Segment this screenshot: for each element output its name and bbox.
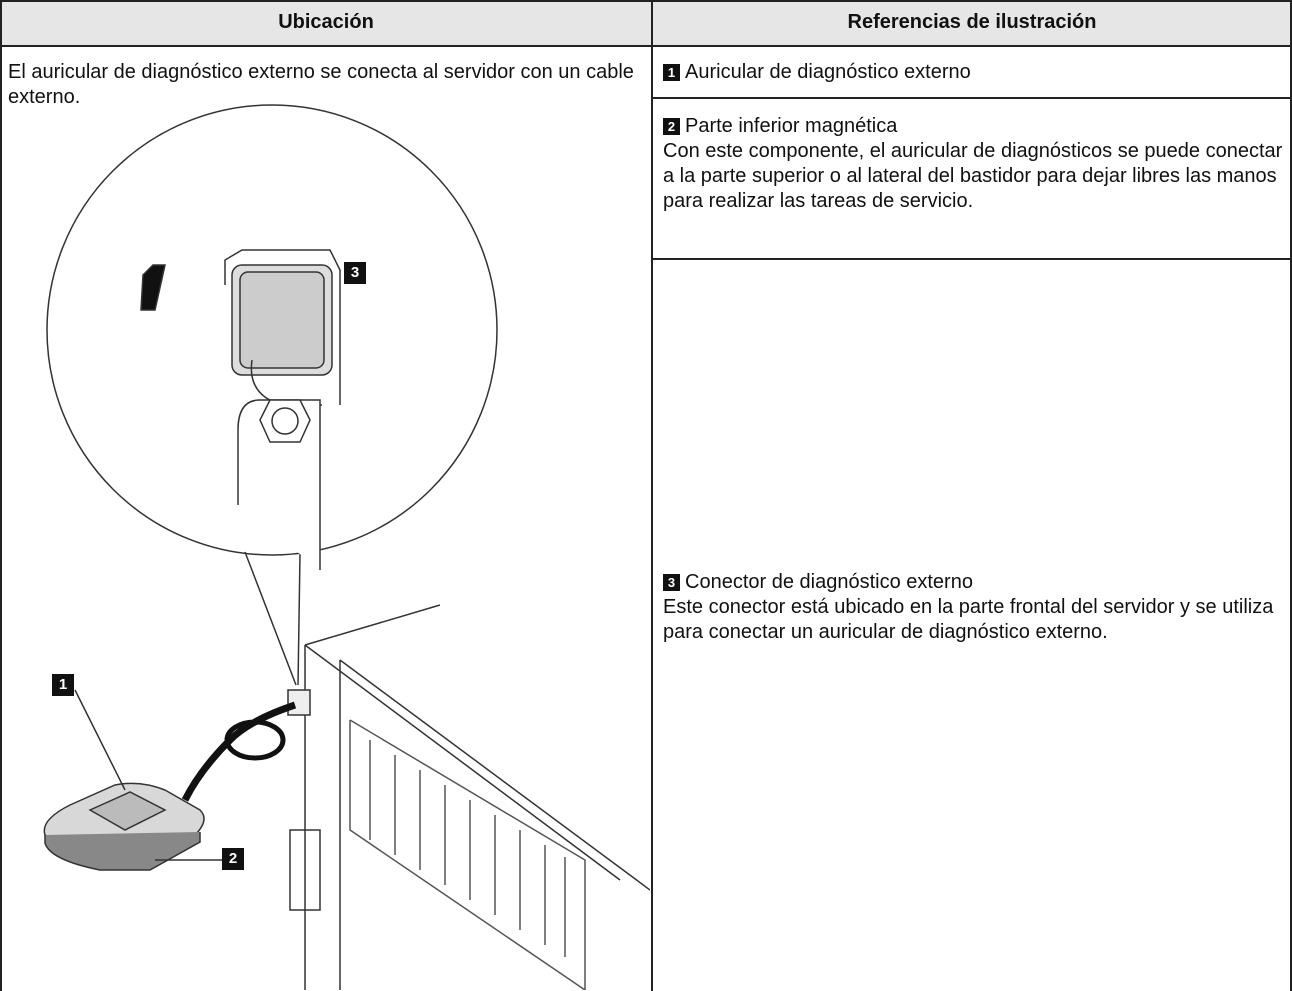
- reference-number: 2: [663, 118, 680, 135]
- callout-2: 2: [222, 848, 244, 870]
- border: [652, 97, 1292, 99]
- reference-title: Parte inferior magnética: [685, 115, 898, 137]
- reference-1: 1 Auricular de diagnóstico externo: [663, 60, 1283, 85]
- border: [0, 0, 2, 991]
- reference-title: Conector de diagnóstico externo: [685, 571, 973, 593]
- reference-description: Con este componente, el auricular de dia…: [663, 140, 1283, 212]
- border: [0, 0, 1292, 2]
- illustration: [43, 104, 650, 990]
- border: [651, 0, 653, 991]
- reference-title: Auricular de diagnóstico externo: [685, 61, 971, 83]
- reference-description: Este conector está ubicado en la parte f…: [663, 596, 1274, 643]
- callout-1: 1: [52, 674, 74, 696]
- reference-3: 3 Conector de diagnóstico externo Este co…: [663, 570, 1288, 645]
- reference-number: 1: [663, 64, 680, 81]
- location-text: El auricular de diagnóstico externo se c…: [8, 61, 634, 108]
- callout-3: 3: [344, 262, 366, 284]
- border: [0, 45, 1292, 47]
- border: [1290, 0, 1292, 991]
- header-references: Referencias de ilustración: [652, 0, 1292, 46]
- reference-2: 2 Parte inferior magnética Con este compo…: [663, 114, 1288, 214]
- reference-number: 3: [663, 574, 680, 591]
- header-location: Ubicación: [0, 0, 652, 46]
- border: [652, 258, 1292, 260]
